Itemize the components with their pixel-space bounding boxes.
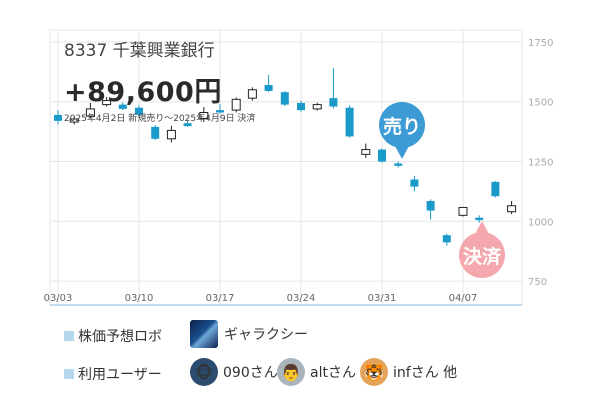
- galaxy-robot-icon: [190, 320, 218, 348]
- candle-body-down: [118, 104, 127, 109]
- candle: [54, 110, 62, 125]
- candle-body-down: [394, 163, 403, 166]
- x-tick-label: 04/07: [449, 293, 478, 304]
- robot-legend: 株価予想ロボ: [64, 326, 162, 346]
- person-avatar-icon: 👨: [277, 358, 305, 386]
- candle: [280, 90, 289, 107]
- sell-marker: 売り: [379, 102, 425, 159]
- x-tick-label: 03/17: [206, 293, 235, 304]
- candle-body-down: [183, 123, 192, 127]
- legend-square-icon: [64, 331, 74, 341]
- candle-body-up: [247, 89, 257, 99]
- candle: [345, 105, 354, 138]
- candle: [216, 104, 224, 114]
- candle-body-down: [297, 102, 305, 111]
- candle-body-down: [491, 181, 500, 197]
- candle-body-down: [264, 85, 273, 91]
- candle: [297, 100, 305, 112]
- users-label: 利用ユーザー: [78, 367, 162, 383]
- y-tick-label: 1250: [528, 158, 553, 169]
- user-item-1[interactable]: 🐵 090さん: [190, 358, 278, 386]
- candle: [442, 233, 451, 246]
- robot-label: 株価予想ロボ: [78, 329, 162, 345]
- y-tick-label: 750: [528, 277, 547, 288]
- stock-title: 8337 千葉興業銀行: [64, 41, 215, 61]
- candle: [329, 68, 338, 109]
- candle: [199, 107, 209, 123]
- candle-body-down: [216, 110, 224, 113]
- candle: [231, 97, 241, 113]
- robot-name: ギャラクシー: [224, 327, 308, 343]
- candles: [54, 68, 517, 246]
- settle-marker: 決済: [459, 221, 505, 278]
- candle: [378, 148, 386, 163]
- candle-body-down: [280, 92, 289, 105]
- candle-body-down: [345, 107, 354, 137]
- users-legend: 利用ユーザー: [64, 364, 162, 384]
- candle: [312, 102, 322, 111]
- candle: [102, 96, 112, 107]
- tiger-avatar-icon: 🐯: [360, 358, 388, 386]
- legend-square-icon: [64, 369, 74, 379]
- candle-body-up: [361, 149, 371, 155]
- candle: [118, 102, 127, 111]
- candle: [507, 200, 517, 215]
- candle-body-down: [329, 98, 338, 107]
- user-name: altさん: [310, 365, 356, 381]
- candle-body-up: [507, 205, 517, 213]
- x-tick-label: 03/31: [368, 293, 397, 304]
- y-tick-label: 1000: [528, 217, 553, 228]
- candle-body-down: [442, 235, 451, 243]
- candle-body-down: [475, 217, 484, 221]
- candle: [69, 116, 79, 125]
- candle-body-up: [69, 118, 79, 123]
- candle-body-up: [85, 108, 95, 117]
- candle: [491, 181, 500, 198]
- monkey-avatar-icon: 🐵: [190, 358, 218, 386]
- candle: [183, 120, 192, 127]
- candle: [394, 161, 403, 168]
- candle-body-down: [54, 114, 62, 121]
- candle-body-up: [102, 100, 112, 106]
- y-tick-label: 1750: [528, 38, 553, 49]
- user-item-3[interactable]: 🐯 infさん 他: [360, 358, 457, 386]
- candle: [166, 125, 176, 143]
- candle-body-down: [426, 200, 435, 211]
- x-tick-label: 03/24: [287, 293, 316, 304]
- x-tick-label: 03/03: [44, 293, 73, 304]
- candle: [410, 175, 419, 192]
- candle-body-down: [410, 179, 419, 187]
- candle-body-down: [135, 107, 143, 115]
- candle: [85, 102, 95, 119]
- user-item-2[interactable]: 👨 altさん: [277, 358, 356, 386]
- candle: [151, 125, 160, 140]
- candle-body-down: [151, 126, 160, 139]
- candle: [247, 87, 257, 101]
- y-tick-label: 1500: [528, 98, 553, 109]
- candle: [426, 199, 435, 220]
- candle-body-up: [199, 112, 209, 119]
- candle-body-up: [458, 206, 468, 216]
- candle: [361, 143, 371, 158]
- trade-period: 2025年4月2日 新規売り〜2025年4月9日 決済: [64, 114, 256, 124]
- candle-body-up: [312, 104, 322, 110]
- profit-amount: +89,600円: [64, 77, 222, 108]
- candle-body-up: [231, 98, 241, 111]
- user-name: 090さん: [223, 365, 278, 381]
- axes: 750 1000 1250 1500 1750 03/03 03/10 03/17 03/24 0…: [44, 38, 553, 306]
- robot-item[interactable]: ギャラクシー: [190, 320, 308, 348]
- candle-body-up: [166, 129, 176, 140]
- user-name: infさん 他: [393, 365, 458, 381]
- candle: [135, 105, 143, 117]
- x-tick-label: 03/10: [125, 293, 154, 304]
- candle: [264, 74, 273, 93]
- candle: [458, 206, 468, 217]
- candle-body-down: [378, 149, 386, 162]
